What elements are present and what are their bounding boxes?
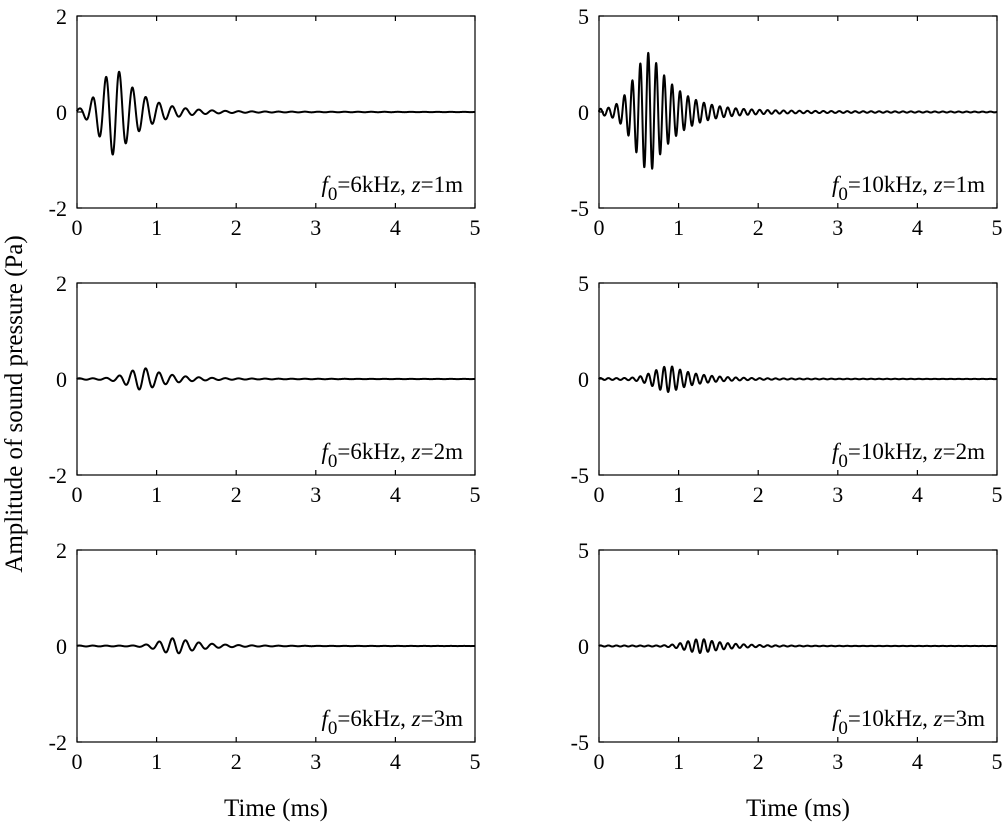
x-tick-label: 4 [912, 215, 923, 240]
panel-annotation: f0=6kHz, z=3m [321, 706, 463, 739]
y-tick-label: -5 [571, 463, 589, 488]
y-tick-label: 0 [578, 367, 589, 392]
y-tick-label: 2 [56, 538, 67, 563]
x-tick-label: 5 [470, 215, 481, 240]
x-tick-label: 4 [390, 482, 401, 507]
y-tick-label: 0 [56, 367, 67, 392]
figure-xlabel-right: Time (ms) [746, 795, 850, 822]
x-tick-label: 3 [832, 749, 843, 774]
y-tick-label: 0 [578, 634, 589, 659]
x-tick-label: 2 [231, 482, 242, 507]
x-tick-label: 3 [832, 482, 843, 507]
figure-xlabel-left: Time (ms) [224, 795, 328, 822]
y-tick-label: 5 [578, 271, 589, 296]
x-tick-label: 1 [673, 749, 684, 774]
waveform-line [599, 367, 997, 392]
panel-annotation: f0=10kHz, z=1m [832, 172, 985, 205]
y-tick-label: 0 [56, 634, 67, 659]
y-tick-label: 2 [56, 4, 67, 29]
waveform-line [77, 72, 475, 155]
x-tick-label: 0 [594, 215, 605, 240]
x-tick-label: 2 [231, 215, 242, 240]
x-tick-label: 0 [594, 482, 605, 507]
panel-annotation: f0=10kHz, z=3m [832, 706, 985, 739]
panel-annotation: f0=10kHz, z=2m [832, 439, 985, 472]
waveform-line [599, 53, 997, 169]
x-tick-label: 2 [753, 215, 764, 240]
x-tick-label: 3 [310, 749, 321, 774]
y-tick-label: -2 [49, 196, 67, 221]
x-tick-label: 3 [310, 215, 321, 240]
x-tick-label: 1 [151, 482, 162, 507]
y-tick-label: -5 [571, 196, 589, 221]
waveform-line [599, 639, 997, 653]
x-tick-label: 2 [231, 749, 242, 774]
x-tick-label: 1 [151, 749, 162, 774]
y-tick-label: 5 [578, 538, 589, 563]
x-tick-label: 1 [673, 482, 684, 507]
y-tick-label: 2 [56, 271, 67, 296]
y-tick-label: 0 [56, 100, 67, 125]
figure-ylabel: Amplitude of sound pressure (Pa) [1, 235, 28, 572]
x-tick-label: 5 [992, 482, 1002, 507]
y-tick-label: 0 [578, 100, 589, 125]
y-tick-label: -5 [571, 730, 589, 755]
x-tick-label: 5 [992, 215, 1002, 240]
waveform-line [77, 368, 475, 389]
x-tick-label: 5 [470, 482, 481, 507]
y-tick-label: -2 [49, 463, 67, 488]
panel-annotation: f0=6kHz, z=1m [321, 172, 463, 205]
x-tick-label: 0 [72, 215, 83, 240]
x-tick-label: 3 [310, 482, 321, 507]
x-tick-label: 2 [753, 749, 764, 774]
panel-annotation: f0=6kHz, z=2m [321, 439, 463, 472]
x-tick-label: 0 [72, 749, 83, 774]
x-tick-label: 0 [72, 482, 83, 507]
waveform-line [77, 638, 475, 653]
x-tick-label: 4 [390, 215, 401, 240]
x-tick-label: 5 [992, 749, 1002, 774]
x-tick-label: 1 [673, 215, 684, 240]
x-tick-label: 1 [151, 215, 162, 240]
x-tick-label: 4 [912, 482, 923, 507]
x-tick-label: 2 [753, 482, 764, 507]
x-tick-label: 0 [594, 749, 605, 774]
y-tick-label: -2 [49, 730, 67, 755]
y-tick-label: 5 [578, 4, 589, 29]
x-tick-label: 4 [390, 749, 401, 774]
x-tick-label: 4 [912, 749, 923, 774]
x-tick-label: 3 [832, 215, 843, 240]
x-tick-label: 5 [470, 749, 481, 774]
